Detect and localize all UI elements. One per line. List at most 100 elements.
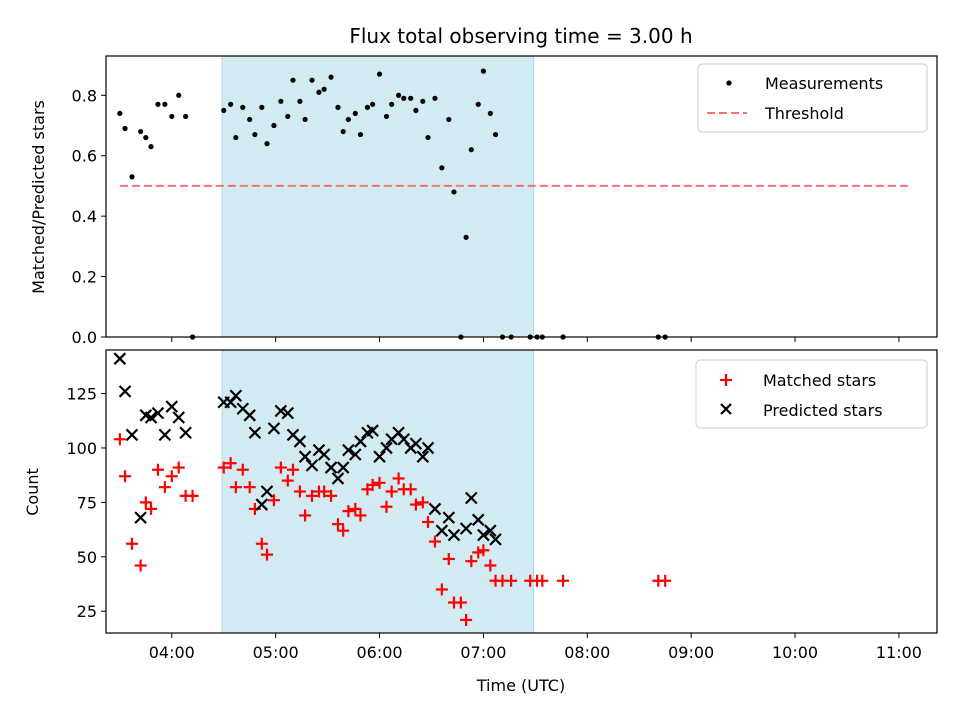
bottom-x-ticks: 04:00 05:00 06:00 07:00 08:00 09:00 10:00 11:00 bbox=[149, 633, 922, 662]
bottom-y-ticks: 25 50 75 100 125 bbox=[66, 385, 106, 621]
predicted-star-point bbox=[397, 432, 411, 446]
measurement-point bbox=[345, 116, 351, 123]
measurement-point bbox=[252, 131, 258, 138]
measurement-point bbox=[148, 144, 154, 150]
matched-star-point bbox=[306, 489, 319, 502]
measurement-point bbox=[364, 104, 371, 110]
measurement-point bbox=[169, 113, 175, 120]
measurement-point bbox=[309, 77, 315, 83]
predicted-star-point bbox=[465, 491, 478, 505]
x-tick-label: 08:00 bbox=[564, 643, 610, 662]
matched-star-point bbox=[318, 485, 331, 498]
measurement-point bbox=[271, 122, 277, 129]
top-axes-frame bbox=[105, 55, 938, 338]
legend-predicted-marker bbox=[720, 403, 732, 415]
predicted-star-point bbox=[416, 450, 430, 463]
matched-star-point bbox=[380, 500, 393, 513]
matched-star-point bbox=[134, 559, 147, 572]
predicted-star-point bbox=[428, 502, 442, 516]
matched-star-point bbox=[286, 463, 299, 476]
predicted-star-point bbox=[336, 461, 350, 474]
matched-star-point bbox=[113, 433, 126, 446]
measurement-point bbox=[376, 71, 383, 77]
measurement-point bbox=[492, 131, 499, 138]
measurement-point bbox=[285, 113, 291, 120]
measurement-point bbox=[138, 128, 144, 135]
bottom-y-axis-label: Count bbox=[23, 468, 42, 516]
y-tick-label: 0.8 bbox=[72, 86, 97, 105]
predicted-star-point bbox=[489, 533, 502, 546]
matched-star-point bbox=[229, 481, 242, 494]
x-tick-label: 05:00 bbox=[253, 643, 299, 662]
y-tick-label: 0.2 bbox=[72, 268, 97, 287]
bottom-panel: 25 50 75 100 125 04:00 05:00 06:00 07:00 08:00 09… bbox=[23, 349, 938, 695]
matched-star-point bbox=[404, 483, 417, 496]
predicted-star-point bbox=[158, 428, 172, 442]
measurement-point bbox=[487, 110, 493, 117]
matched-star-point bbox=[151, 463, 164, 476]
predicted-star-point bbox=[442, 511, 456, 524]
measurement-point bbox=[413, 107, 419, 113]
matched-star-point bbox=[255, 537, 268, 550]
predicted-star-point bbox=[380, 441, 393, 455]
matched-star-point bbox=[243, 481, 256, 494]
matched-star-point bbox=[331, 518, 344, 531]
matched-star-point bbox=[186, 489, 199, 502]
top-x-ticks bbox=[171, 337, 900, 342]
measurement-point bbox=[408, 95, 414, 101]
matched-star-point bbox=[454, 596, 467, 609]
matched-star-point bbox=[145, 502, 158, 515]
top-y-ticks: 0.0 0.2 0.4 0.6 0.8 bbox=[72, 86, 106, 347]
predicted-star-point bbox=[342, 443, 355, 457]
x-tick-label: 04:00 bbox=[149, 643, 195, 662]
x-tick-label: 09:00 bbox=[668, 643, 714, 662]
measurement-point bbox=[401, 95, 407, 101]
predicted-star-point bbox=[317, 448, 331, 461]
measurement-point bbox=[290, 77, 296, 83]
legend-matched-marker bbox=[720, 374, 732, 386]
matched-star-point bbox=[281, 474, 294, 487]
bottom-axes-frame bbox=[105, 349, 938, 634]
measurement-point bbox=[183, 113, 189, 120]
matched-star-point bbox=[385, 485, 398, 498]
matched-star-point bbox=[442, 552, 455, 565]
y-tick-label: 100 bbox=[66, 439, 97, 458]
matched-star-point bbox=[416, 496, 429, 509]
measurement-point bbox=[480, 68, 487, 74]
predicted-star-point bbox=[281, 406, 295, 420]
matched-star-point bbox=[460, 613, 473, 626]
predicted-star-point bbox=[324, 461, 338, 474]
matched-star-point bbox=[172, 461, 185, 474]
matched-star-point bbox=[409, 498, 422, 511]
measurement-point bbox=[389, 101, 395, 107]
measurement-point bbox=[420, 98, 426, 104]
measurement-point bbox=[278, 98, 284, 104]
predicted-star-point bbox=[151, 406, 165, 420]
measurement-point bbox=[468, 147, 474, 153]
bottom-legend: Matched stars Predicted stars bbox=[695, 359, 928, 429]
predicted-star-point bbox=[373, 450, 386, 463]
predicted-star-point bbox=[255, 498, 269, 511]
predicted-star-point bbox=[447, 528, 461, 542]
matched-star-point bbox=[505, 574, 518, 587]
measurement-point bbox=[259, 104, 265, 110]
predicted-stars-markers bbox=[113, 352, 502, 546]
measurement-point bbox=[340, 128, 346, 135]
measurement-point bbox=[162, 101, 168, 107]
top-legend-box bbox=[697, 63, 928, 133]
measurement-point bbox=[122, 125, 128, 132]
matched-star-point bbox=[125, 537, 138, 550]
x-axis-label: Time (UTC) bbox=[476, 676, 565, 695]
top-span-highlight bbox=[221, 55, 535, 338]
predicted-star-point bbox=[134, 511, 147, 524]
matched-star-point bbox=[165, 470, 178, 483]
x-tick-label: 07:00 bbox=[460, 643, 506, 662]
matched-star-point bbox=[293, 485, 306, 498]
measurement-point bbox=[129, 174, 135, 180]
matched-star-point bbox=[428, 535, 441, 548]
measurement-point bbox=[302, 116, 308, 123]
matched-star-point bbox=[267, 494, 280, 507]
predicted-star-point bbox=[471, 513, 485, 527]
predicted-star-point bbox=[366, 424, 379, 437]
measurement-point bbox=[463, 234, 469, 240]
